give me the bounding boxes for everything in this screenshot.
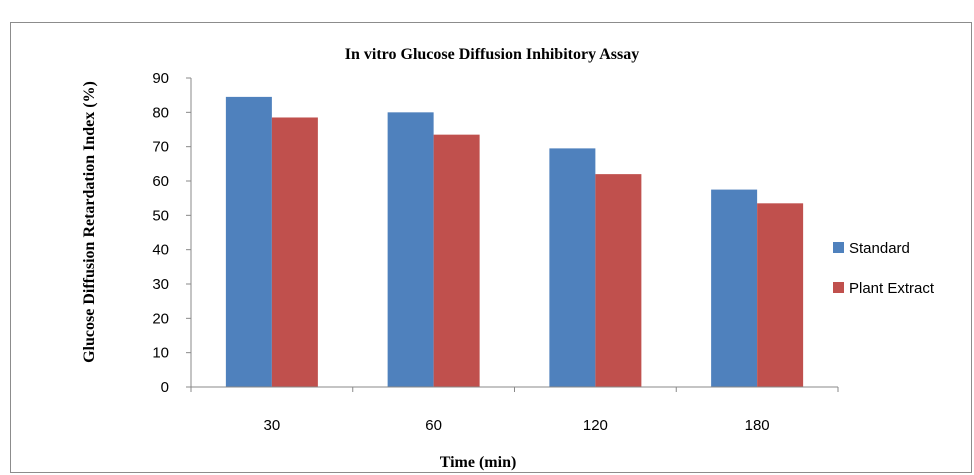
- chart-title: In vitro Glucose Diffusion Inhibitory As…: [345, 46, 639, 63]
- x-axis-ticks: 30 60 120 180: [190, 387, 839, 434]
- legend-label: Plant Extract: [849, 280, 935, 297]
- x-tick-label: 60: [425, 417, 442, 434]
- x-axis-label: Time (min): [440, 454, 517, 471]
- legend-label: Standard: [849, 240, 910, 257]
- bar-standard-60: [387, 112, 434, 387]
- x-tick-label: 180: [745, 417, 770, 434]
- y-axis-label: Glucose Diffusion Retardation Index (%): [81, 81, 98, 363]
- y-tick-label: 0: [161, 379, 169, 396]
- bar-plant-extract-60: [433, 134, 480, 387]
- legend-swatch: [833, 242, 844, 253]
- x-tick-label: 120: [583, 417, 608, 434]
- bar-series: [225, 96, 804, 387]
- y-tick-label: 30: [152, 276, 169, 293]
- bar-standard-30: [225, 96, 272, 387]
- bar-plant-extract-120: [595, 174, 642, 387]
- y-tick-label: 40: [152, 242, 169, 259]
- bar-plant-extract-180: [757, 203, 804, 387]
- legend-swatch: [833, 282, 844, 293]
- y-tick-label: 50: [152, 207, 169, 224]
- bar-plant-extract-30: [271, 117, 318, 387]
- y-tick-label: 10: [152, 345, 169, 362]
- x-tick-label: 30: [264, 417, 281, 434]
- y-tick-label: 90: [152, 70, 169, 87]
- y-tick-label: 60: [152, 173, 169, 190]
- y-tick-label: 20: [152, 310, 169, 327]
- y-tick-label: 80: [152, 104, 169, 121]
- bar-standard-120: [549, 148, 596, 387]
- chart-frame: [10, 22, 972, 473]
- y-axis-ticks: 0 10 20 30 40 50 60 70 80 90: [152, 70, 191, 396]
- bar-standard-180: [711, 189, 758, 387]
- y-tick-label: 70: [152, 139, 169, 156]
- legend: Standard Plant Extract: [833, 240, 935, 297]
